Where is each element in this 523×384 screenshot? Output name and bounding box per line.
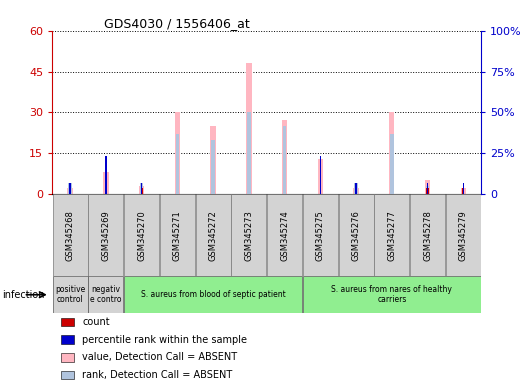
Bar	[69, 189, 71, 194]
Bar	[425, 180, 430, 194]
Bar	[282, 121, 287, 194]
Text: positive
control: positive control	[55, 285, 85, 305]
Bar	[124, 276, 302, 313]
Text: negativ
e contro: negativ e contro	[90, 285, 122, 305]
Bar	[53, 194, 88, 276]
Text: rank, Detection Call = ABSENT: rank, Detection Call = ABSENT	[82, 370, 233, 380]
Bar	[246, 63, 252, 194]
Bar	[303, 276, 481, 313]
Bar	[141, 189, 143, 194]
Bar	[105, 172, 107, 194]
Bar	[88, 194, 123, 276]
Bar	[160, 194, 195, 276]
Text: GSM345268: GSM345268	[66, 210, 75, 261]
Text: GSM345269: GSM345269	[101, 210, 110, 261]
Bar	[140, 183, 143, 194]
Text: infection: infection	[3, 290, 45, 300]
Bar	[338, 194, 373, 276]
Bar	[267, 194, 302, 276]
Text: GSM345278: GSM345278	[423, 210, 432, 261]
Text: GSM345273: GSM345273	[244, 210, 253, 261]
Bar	[461, 189, 466, 194]
Bar	[124, 194, 159, 276]
Text: GSM345275: GSM345275	[316, 210, 325, 261]
Bar	[354, 183, 358, 194]
Bar	[231, 194, 266, 276]
Text: GDS4030 / 1556406_at: GDS4030 / 1556406_at	[104, 17, 249, 30]
Bar	[196, 194, 231, 276]
Bar	[462, 183, 464, 194]
Text: percentile rank within the sample: percentile rank within the sample	[82, 334, 247, 344]
Bar	[427, 183, 428, 194]
Bar	[88, 276, 123, 313]
Bar	[53, 276, 88, 313]
Bar	[139, 186, 144, 194]
Bar	[67, 189, 73, 194]
Text: GSM345270: GSM345270	[137, 210, 146, 261]
Bar	[462, 189, 464, 194]
Bar	[141, 183, 142, 194]
Text: GSM345274: GSM345274	[280, 210, 289, 261]
Text: GSM345277: GSM345277	[388, 210, 396, 261]
Bar	[211, 139, 215, 194]
Text: S. aureus from blood of septic patient: S. aureus from blood of septic patient	[141, 290, 286, 299]
Text: S. aureus from nares of healthy
carriers: S. aureus from nares of healthy carriers	[332, 285, 452, 305]
Bar	[426, 186, 429, 194]
Bar	[317, 159, 323, 194]
Bar	[283, 126, 287, 194]
Bar	[389, 113, 394, 194]
Bar	[61, 318, 74, 326]
Bar	[446, 194, 481, 276]
Bar	[374, 194, 410, 276]
Text: GSM345272: GSM345272	[209, 210, 218, 261]
Bar	[210, 126, 216, 194]
Bar	[426, 189, 429, 194]
Bar	[410, 194, 445, 276]
Bar	[70, 183, 71, 194]
Bar	[61, 353, 74, 362]
Text: GSM345276: GSM345276	[351, 210, 360, 261]
Bar	[69, 183, 72, 194]
Bar	[320, 156, 321, 194]
Bar	[355, 183, 357, 194]
Bar	[105, 156, 107, 194]
Bar	[354, 189, 359, 194]
Bar	[247, 113, 251, 194]
Bar	[390, 134, 394, 194]
Bar	[175, 113, 180, 194]
Text: GSM345271: GSM345271	[173, 210, 182, 261]
Bar	[61, 335, 74, 344]
Text: GSM345279: GSM345279	[459, 210, 468, 261]
Text: count: count	[82, 317, 110, 327]
Bar	[103, 172, 109, 194]
Bar	[61, 371, 74, 379]
Bar	[303, 194, 338, 276]
Bar	[176, 134, 179, 194]
Bar	[355, 189, 357, 194]
Text: value, Detection Call = ABSENT: value, Detection Call = ABSENT	[82, 353, 237, 362]
